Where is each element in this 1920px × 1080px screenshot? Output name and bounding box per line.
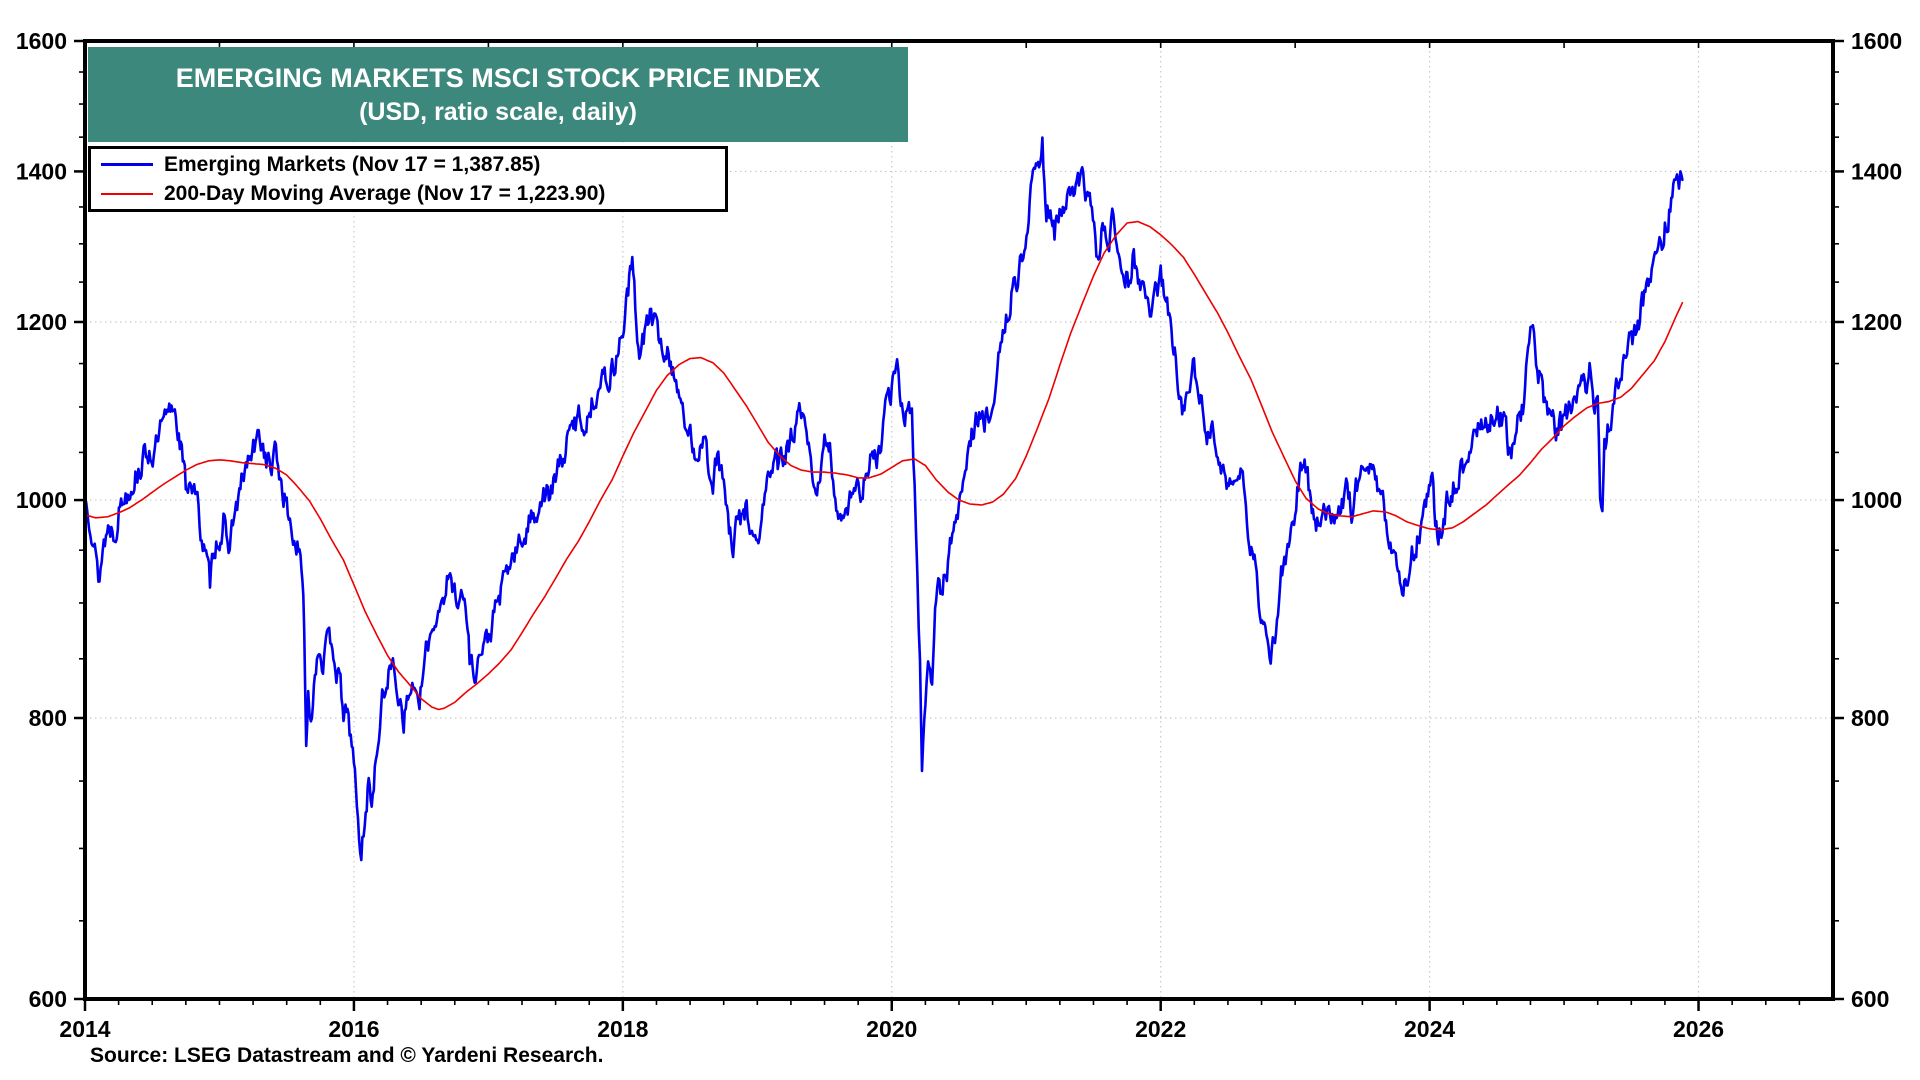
blue-line-sample-icon bbox=[101, 163, 153, 166]
xtick-label-2020: 2020 bbox=[866, 1016, 917, 1042]
xtick-label-2024: 2024 bbox=[1404, 1016, 1455, 1042]
ytick-label-left-800: 800 bbox=[29, 705, 67, 731]
ytick-label-right-1000: 1000 bbox=[1851, 487, 1902, 513]
ytick-label-right-1400: 1400 bbox=[1851, 158, 1902, 184]
xtick-label-2022: 2022 bbox=[1135, 1016, 1186, 1042]
series-line-200-day-moving-average bbox=[84, 220, 1684, 711]
chart-title: EMERGING MARKETS MSCI STOCK PRICE INDEX bbox=[175, 62, 821, 93]
ytick-label-left-1600: 1600 bbox=[16, 28, 67, 54]
chart-title-box: EMERGING MARKETS MSCI STOCK PRICE INDEX … bbox=[88, 47, 908, 142]
ytick-label-left-1400: 1400 bbox=[16, 158, 67, 184]
ytick-label-right-1600: 1600 bbox=[1851, 28, 1902, 54]
red-line-sample-icon bbox=[101, 192, 153, 195]
xtick-label-2026: 2026 bbox=[1673, 1016, 1724, 1042]
ytick-label-right-1200: 1200 bbox=[1851, 309, 1902, 335]
chart-subtitle: (USD, ratio scale, daily) bbox=[359, 97, 637, 126]
ytick-label-left-1000: 1000 bbox=[16, 487, 67, 513]
ytick-label-left-600: 600 bbox=[29, 986, 67, 1012]
legend-label-emerging-markets: Emerging Markets (Nov 17 = 1,387.85) bbox=[164, 152, 541, 176]
legend-item-moving-average: 200-Day Moving Average (Nov 17 = 1,223.9… bbox=[91, 181, 725, 207]
ytick-label-left-1200: 1200 bbox=[16, 309, 67, 335]
source-attribution: Source: LSEG Datastream and © Yardeni Re… bbox=[90, 1044, 604, 1067]
legend-item-emerging-markets: Emerging Markets (Nov 17 = 1,387.85) bbox=[91, 152, 725, 178]
ytick-label-right-600: 600 bbox=[1851, 986, 1889, 1012]
xtick-label-2014: 2014 bbox=[59, 1016, 110, 1042]
series-line-emerging-markets bbox=[83, 136, 1684, 862]
xtick-label-2016: 2016 bbox=[328, 1016, 379, 1042]
legend: Emerging Markets (Nov 17 = 1,387.85) 200… bbox=[88, 146, 728, 212]
ytick-label-right-800: 800 bbox=[1851, 705, 1889, 731]
legend-label-moving-average: 200-Day Moving Average (Nov 17 = 1,223.9… bbox=[164, 181, 606, 205]
xtick-label-2018: 2018 bbox=[597, 1016, 648, 1042]
